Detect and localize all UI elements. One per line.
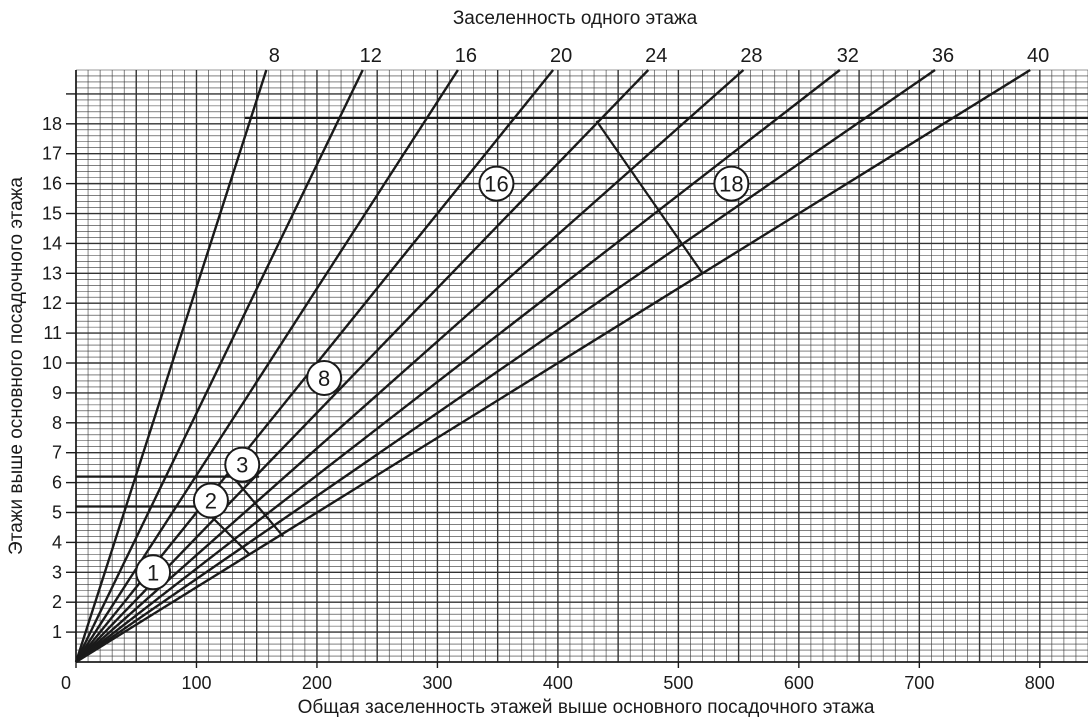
annotation-label: 3 <box>236 453 248 478</box>
x-tick-label: 600 <box>784 673 814 693</box>
annotation-circle <box>135 554 172 591</box>
y-tick-label: 12 <box>42 293 62 313</box>
series-label-40: 40 <box>1027 45 1049 67</box>
y-tick-label: 15 <box>42 204 62 224</box>
y-tick-label: 9 <box>52 383 62 403</box>
series-line-16 <box>74 69 459 663</box>
series-line-8 <box>74 69 268 663</box>
x-tick-label: 300 <box>422 673 452 693</box>
series-label-20: 20 <box>550 45 572 67</box>
chart-title: Заселенность одного этажа <box>453 8 698 29</box>
annotation-circle <box>224 446 261 483</box>
series-label-36: 36 <box>932 45 954 67</box>
annotation-circle <box>713 165 750 202</box>
x-tick-label: 500 <box>663 673 693 693</box>
annotation-label: 18 <box>719 172 743 197</box>
top-series-labels: 8 12 16 20 24 28 32 36 40 <box>269 45 1050 67</box>
series-label-16: 16 <box>455 45 477 67</box>
series-label-24: 24 <box>645 45 667 67</box>
series-lines <box>74 68 1031 664</box>
x-tick-label: 100 <box>181 673 211 693</box>
y-tick-label: 14 <box>42 233 62 253</box>
axes: 0 100 200 300 400 500 600 700 800123456789101112… <box>42 70 1088 693</box>
x-tick-label: 800 <box>1025 673 1055 693</box>
series-line-40 <box>75 68 1031 664</box>
y-tick-label: 13 <box>42 263 62 283</box>
series-line-24 <box>75 69 650 663</box>
guide-lines <box>76 116 1088 556</box>
series-line-36 <box>75 69 936 663</box>
annotation-circle <box>306 359 343 396</box>
guide-line <box>595 120 704 274</box>
series-label-32: 32 <box>837 45 859 67</box>
x-tick-label: 700 <box>904 673 934 693</box>
y-tick-label: 16 <box>42 174 62 194</box>
annotation-markers: 1 23 8 16 18 <box>135 165 750 591</box>
series-line-28 <box>75 69 745 663</box>
y-tick-label: 6 <box>52 473 62 493</box>
x-tick-label: 200 <box>302 673 332 693</box>
x-tick-label: 0 <box>61 673 71 693</box>
series-label-12: 12 <box>360 45 382 67</box>
annotation-label: 2 <box>205 489 217 514</box>
annotation-label: 16 <box>484 172 508 197</box>
y-tick-label: 10 <box>42 353 62 373</box>
y-tick-label: 17 <box>42 144 62 164</box>
annotation-circle <box>478 165 515 202</box>
y-tick-label: 2 <box>52 592 62 612</box>
y-tick-label: 4 <box>52 532 62 552</box>
grid <box>75 69 1088 663</box>
x-tick-label: 400 <box>543 673 573 693</box>
series-line-32 <box>75 69 841 663</box>
annotation-circle <box>192 482 229 519</box>
y-tick-label: 5 <box>52 503 62 523</box>
series-label-28: 28 <box>740 45 762 67</box>
annotation-label: 8 <box>318 366 330 391</box>
annotation-label: 1 <box>147 560 159 585</box>
series-line-12 <box>74 69 364 663</box>
y-tick-label: 7 <box>52 443 62 463</box>
y-tick-label: 1 <box>52 622 62 642</box>
y-tick-label: 11 <box>43 323 62 343</box>
y-tick-label: 3 <box>52 562 62 582</box>
series-label-8: 8 <box>269 45 280 67</box>
x-axis-label: Общая заселенность этажей выше основного… <box>298 697 875 718</box>
y-axis-label: Этажи выше основного посадочного этажа <box>6 177 27 555</box>
y-tick-label: 8 <box>52 413 62 433</box>
y-tick-label: 18 <box>42 114 62 134</box>
